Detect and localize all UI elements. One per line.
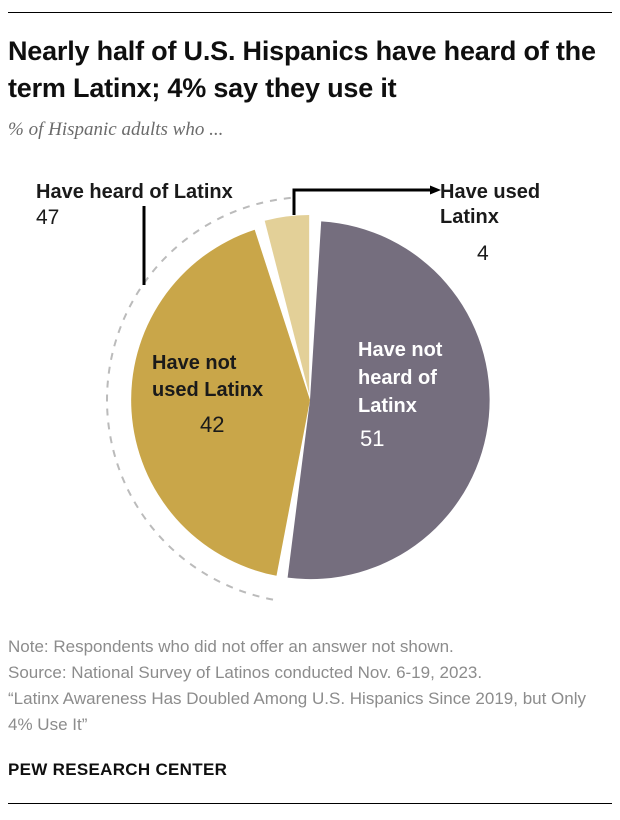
have-used-callout-arrowhead <box>430 185 441 195</box>
callout-value-have-heard: 47 <box>36 206 60 229</box>
slice-label-have-not-used: Have not used Latinx <box>152 350 263 404</box>
have-used-callout-line <box>292 188 430 215</box>
slice-value-have-not-used: 42 <box>200 412 225 437</box>
callout-label-have-heard: Have heard of Latinx <box>36 180 233 205</box>
callout-value-have-used: 4 <box>477 242 489 265</box>
slice-label-have-not-used-line2: used Latinx <box>152 379 264 401</box>
slice-label-have-not-heard-line1: Have not <box>358 339 443 361</box>
pie-slice-have-not-heard-of-latinx <box>287 221 490 580</box>
callout-label-have-used-line2: Latinx <box>440 206 499 228</box>
page-title: Nearly half of U.S. Hispanics have heard… <box>8 36 596 103</box>
chart-subtitle: % of Hispanic adults who ... <box>8 119 224 140</box>
source-text: Source: National Survey of Latinos condu… <box>8 663 483 682</box>
slice-label-have-not-heard: Have not heard of Latinx <box>358 336 442 420</box>
slice-label-have-not-heard-line2: heard of <box>358 367 437 389</box>
callout-label-have-used-line1: Have used <box>440 181 541 203</box>
report-title-text: “Latinx Awareness Has Doubled Among U.S.… <box>8 689 586 734</box>
slice-label-have-not-used-line1: Have not <box>152 352 237 374</box>
callout-label-have-heard-text: Have heard of Latinx <box>36 181 233 203</box>
slice-label-have-not-heard-line3: Latinx <box>358 395 417 417</box>
note-text: Note: Respondents who did not offer an a… <box>8 637 454 656</box>
top-divider <box>8 12 612 13</box>
pie-slice-have-used-latinx <box>264 215 310 394</box>
callout-label-have-used: Have used Latinx <box>440 180 540 230</box>
bottom-divider <box>8 803 612 804</box>
have-heard-dashed-arc <box>106 196 296 601</box>
pie-chart-svg <box>106 185 490 601</box>
slice-value-have-not-heard: 51 <box>360 426 385 451</box>
pie-chart-area: Have heard of Latinx 47 Have used Latinx… <box>0 168 620 620</box>
brand-name: PEW RESEARCH CENTER <box>8 760 228 779</box>
footer-notes: Note: Respondents who did not offer an a… <box>8 634 612 738</box>
pie-slice-have-not-used-latinx <box>131 229 310 576</box>
